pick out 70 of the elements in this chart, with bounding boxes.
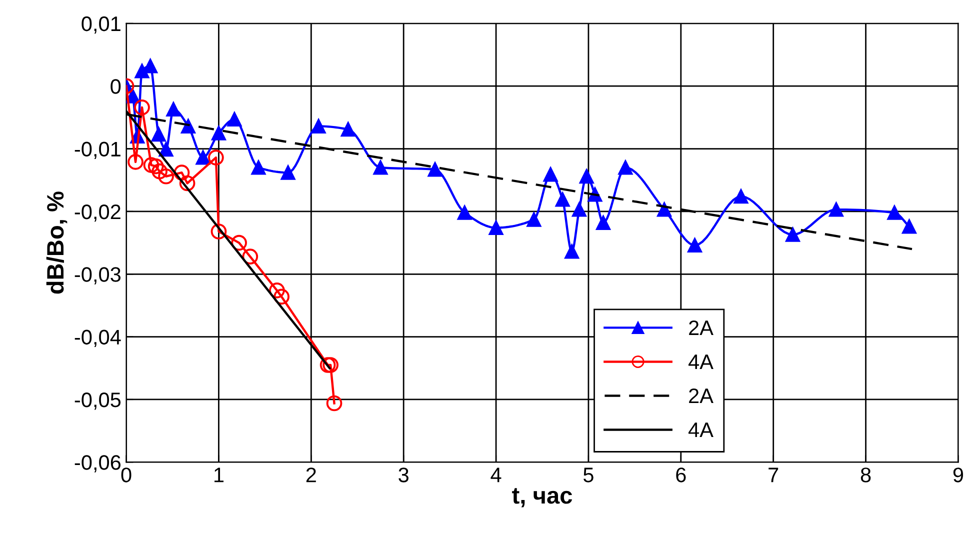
point <box>320 357 336 373</box>
point <box>251 160 266 175</box>
point <box>211 126 226 140</box>
point <box>902 219 916 234</box>
x-tick-label: 4 <box>490 468 502 482</box>
point <box>158 168 174 184</box>
point <box>231 234 247 251</box>
point <box>227 112 242 127</box>
point <box>166 102 181 117</box>
point <box>148 158 164 174</box>
point <box>158 142 174 157</box>
x-axis-title: t, час <box>512 488 572 508</box>
point <box>786 227 800 242</box>
point <box>579 169 594 184</box>
legend-label: 2A <box>689 320 714 335</box>
point <box>311 118 326 134</box>
x-tick-label: 1 <box>214 468 224 482</box>
point <box>657 202 672 217</box>
x-tick-label: 9 <box>953 468 964 482</box>
point <box>152 163 168 180</box>
point <box>555 192 570 207</box>
point <box>322 357 338 373</box>
point <box>457 205 472 220</box>
x-tick-label: 8 <box>860 468 871 482</box>
point <box>373 160 388 175</box>
legend-label: 2A <box>689 388 714 403</box>
point <box>174 164 190 181</box>
point <box>887 205 902 220</box>
y-tick-label: 0,01 <box>82 16 120 34</box>
point <box>326 395 342 412</box>
point <box>596 216 610 230</box>
point <box>208 150 224 166</box>
y-tick-label: -0,06 <box>74 455 121 472</box>
point <box>242 248 258 265</box>
point <box>340 122 356 137</box>
point <box>526 212 542 227</box>
legend-label: 4A <box>688 422 714 438</box>
y-tick-label: 0 <box>110 79 121 94</box>
point <box>151 127 166 142</box>
x-tick-label: 7 <box>768 468 778 482</box>
point <box>828 202 844 217</box>
x-tick-label: 5 <box>584 468 594 482</box>
x-tick-label: 6 <box>676 468 686 482</box>
y-tick-label: -0,03 <box>74 267 121 284</box>
point <box>274 288 290 305</box>
point <box>210 224 227 240</box>
point <box>280 165 296 180</box>
point <box>543 167 558 182</box>
point <box>572 202 586 217</box>
point <box>196 150 210 165</box>
y-tick-label: -0,04 <box>74 330 121 348</box>
point <box>143 58 158 74</box>
y-tick-label: -0,02 <box>74 204 120 222</box>
point <box>618 160 633 175</box>
point <box>688 238 702 253</box>
point <box>488 220 504 235</box>
x-tick-label: 3 <box>398 468 408 482</box>
point <box>734 189 748 204</box>
point <box>564 244 580 259</box>
point <box>143 157 160 173</box>
point <box>134 100 150 116</box>
point <box>428 162 442 177</box>
x-tick-label: 2 <box>306 468 316 482</box>
point <box>179 175 196 192</box>
point <box>128 154 144 170</box>
legend-label: 4A <box>688 354 714 369</box>
x-tick-label: 0 <box>121 468 132 482</box>
y-tick-label: -0,01 <box>74 142 120 159</box>
y-tick-label: -0,05 <box>74 392 121 410</box>
y-axis-title: dB/Bo, % <box>46 192 68 294</box>
